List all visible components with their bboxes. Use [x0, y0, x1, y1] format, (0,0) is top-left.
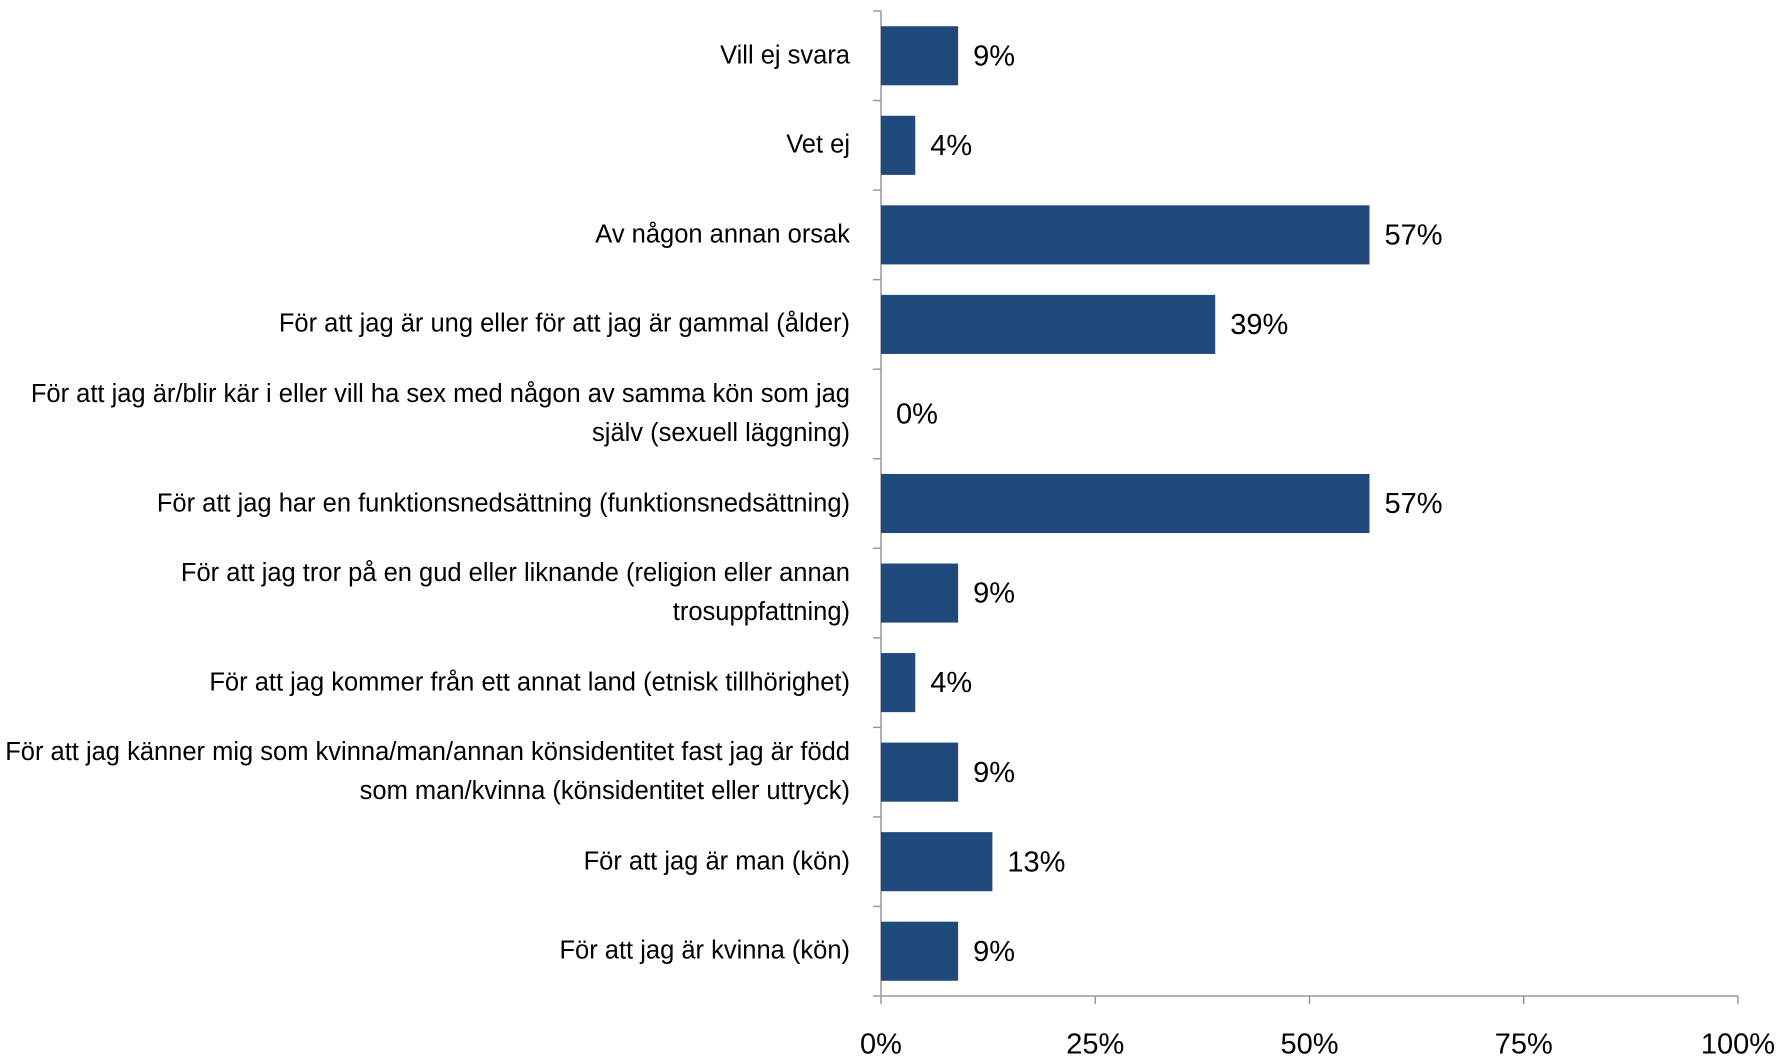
value-label: 9%: [973, 757, 1015, 789]
category-label: För att jag är kvinna (kön): [559, 936, 850, 965]
category-label: För att jag är ung eller för att jag är …: [278, 309, 850, 338]
category-label: För att jag har en funktionsnedsättning …: [156, 489, 850, 517]
value-label: 57%: [1384, 220, 1442, 252]
value-label: 9%: [973, 936, 1015, 968]
bar: [881, 473, 1370, 534]
category-label: För att jag känner mig som kvinna/man/an…: [5, 738, 850, 806]
category-label: För att jag kommer från ett annat land (…: [209, 668, 850, 697]
x-tick-label: 75%: [1495, 1029, 1553, 1061]
bar: [881, 921, 959, 981]
category-label: Vill ej svara: [720, 41, 850, 70]
value-label: 4%: [930, 667, 972, 699]
value-label: 0%: [896, 399, 938, 431]
category-label: Av någon annan orsak: [595, 220, 850, 249]
x-tick-label: 25%: [1066, 1029, 1124, 1061]
bar: [881, 26, 959, 86]
category-label: För att jag är man (kön): [583, 847, 850, 876]
category-label: För att jag är/blir kär i eller vill ha …: [30, 379, 850, 447]
bar: [881, 115, 916, 175]
value-label: 9%: [973, 40, 1015, 72]
bar: [881, 205, 1370, 265]
value-label: 57%: [1384, 488, 1442, 520]
value-label: 13%: [1007, 846, 1065, 878]
x-tick-label: 100%: [1701, 1029, 1775, 1061]
value-label: 4%: [930, 130, 972, 162]
category-label: För att jag tror på en gud eller liknand…: [180, 559, 850, 627]
bar: [881, 653, 916, 713]
x-tick-label: 0%: [860, 1029, 902, 1061]
x-tick-label: 50%: [1280, 1029, 1338, 1061]
bar: [881, 832, 993, 892]
value-label: 9%: [973, 578, 1015, 610]
bar: [881, 563, 959, 623]
category-label: Vet ej: [786, 130, 850, 159]
value-label: 39%: [1230, 309, 1288, 341]
bar: [881, 294, 1216, 354]
bar: [881, 742, 959, 802]
